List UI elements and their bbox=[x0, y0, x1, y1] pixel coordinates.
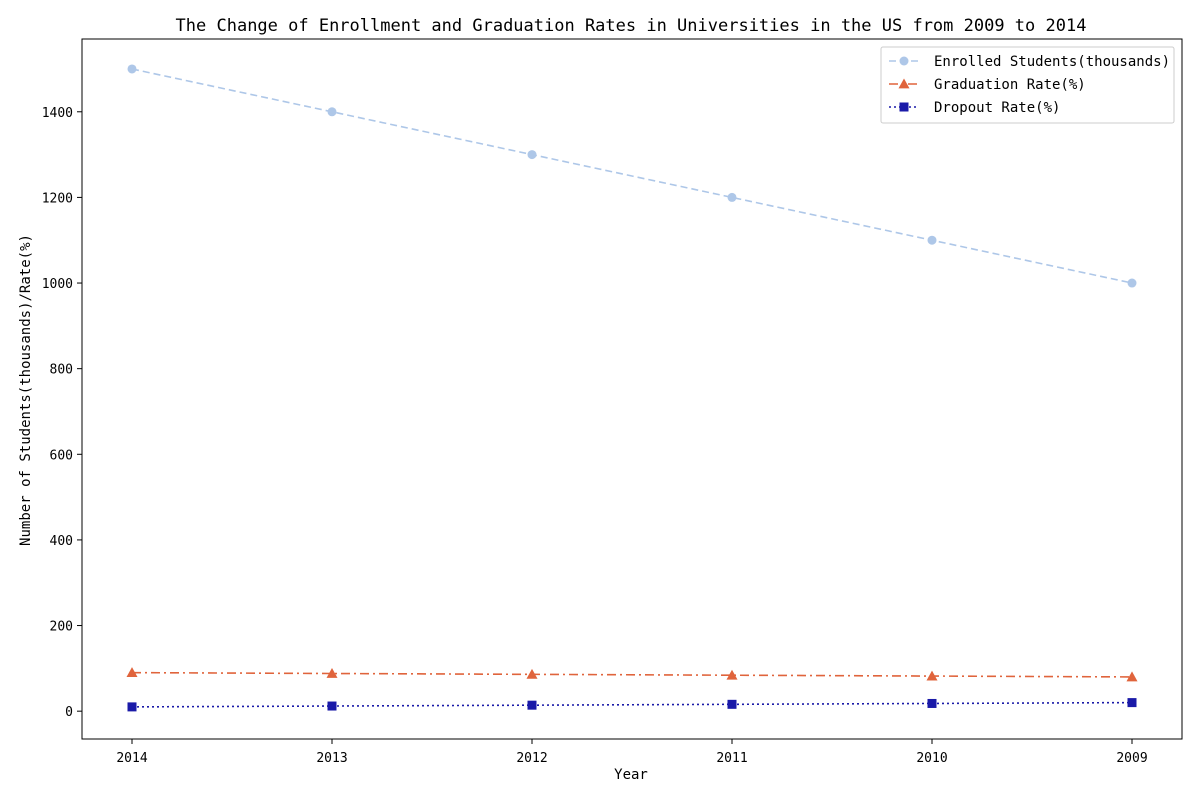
data-point bbox=[1127, 278, 1137, 288]
data-point bbox=[726, 669, 738, 680]
data-point bbox=[926, 670, 938, 681]
series-line bbox=[131, 671, 1133, 678]
x-tick-label: 2009 bbox=[1116, 751, 1147, 766]
data-point bbox=[1127, 698, 1137, 708]
series-line bbox=[131, 68, 1133, 284]
x-tick-label: 2013 bbox=[316, 751, 347, 766]
data-point bbox=[327, 107, 337, 117]
legend-label: Dropout Rate(%) bbox=[934, 100, 1060, 116]
series-layer bbox=[126, 64, 1138, 712]
data-point bbox=[727, 699, 737, 709]
plot-border bbox=[81, 38, 1183, 740]
y-tick-label: 400 bbox=[50, 534, 73, 549]
data-point bbox=[727, 192, 737, 202]
data-point bbox=[127, 702, 137, 712]
legend-label: Enrolled Students(thousands) bbox=[934, 54, 1170, 70]
legend-marker bbox=[899, 102, 909, 112]
chart-title: The Change of Enrollment and Graduation … bbox=[176, 16, 1087, 36]
series-3 bbox=[127, 698, 1137, 712]
plot-area bbox=[81, 38, 1183, 740]
series-1 bbox=[127, 64, 1137, 288]
data-point bbox=[326, 667, 338, 678]
y-tick-label: 800 bbox=[50, 363, 73, 378]
y-axis: 0 200 400 600 800 1000 1200 1400 bbox=[42, 106, 82, 720]
y-tick-label: 600 bbox=[50, 448, 73, 463]
data-point bbox=[526, 668, 538, 679]
x-tick-label: 2010 bbox=[916, 751, 947, 766]
y-tick-label: 1200 bbox=[42, 191, 73, 206]
x-axis: 2014 2013 2012 2011 2010 2009 bbox=[116, 739, 1148, 766]
legend-box bbox=[880, 46, 1175, 124]
data-point bbox=[127, 64, 137, 74]
y-axis-label: Number of Students(thousands)/Rate(%) bbox=[18, 234, 34, 546]
data-point bbox=[327, 701, 337, 711]
legend-marker bbox=[898, 78, 910, 89]
legend-entry: Graduation Rate(%) bbox=[889, 77, 1086, 93]
y-tick-label: 1000 bbox=[42, 277, 73, 292]
x-tick-label: 2012 bbox=[516, 751, 547, 766]
data-point bbox=[1126, 671, 1138, 682]
x-tick-label: 2011 bbox=[716, 751, 747, 766]
legend-entry: Enrolled Students(thousands) bbox=[889, 54, 1170, 70]
x-axis-label: Year bbox=[614, 767, 648, 783]
legend: Enrolled Students(thousands) Graduation R… bbox=[880, 46, 1175, 124]
y-tick-label: 0 bbox=[65, 705, 73, 720]
data-point bbox=[927, 235, 937, 245]
data-point bbox=[126, 667, 138, 678]
legend-entry: Dropout Rate(%) bbox=[889, 100, 1060, 116]
series-2 bbox=[126, 667, 1138, 682]
data-point bbox=[527, 700, 537, 710]
legend-label: Graduation Rate(%) bbox=[934, 77, 1086, 93]
y-tick-label: 200 bbox=[50, 620, 73, 635]
legend-marker bbox=[899, 56, 909, 66]
data-point bbox=[527, 150, 537, 160]
data-point bbox=[927, 698, 937, 708]
y-tick-label: 1400 bbox=[42, 106, 73, 121]
series-line bbox=[131, 701, 1133, 708]
x-tick-label: 2014 bbox=[116, 751, 147, 766]
